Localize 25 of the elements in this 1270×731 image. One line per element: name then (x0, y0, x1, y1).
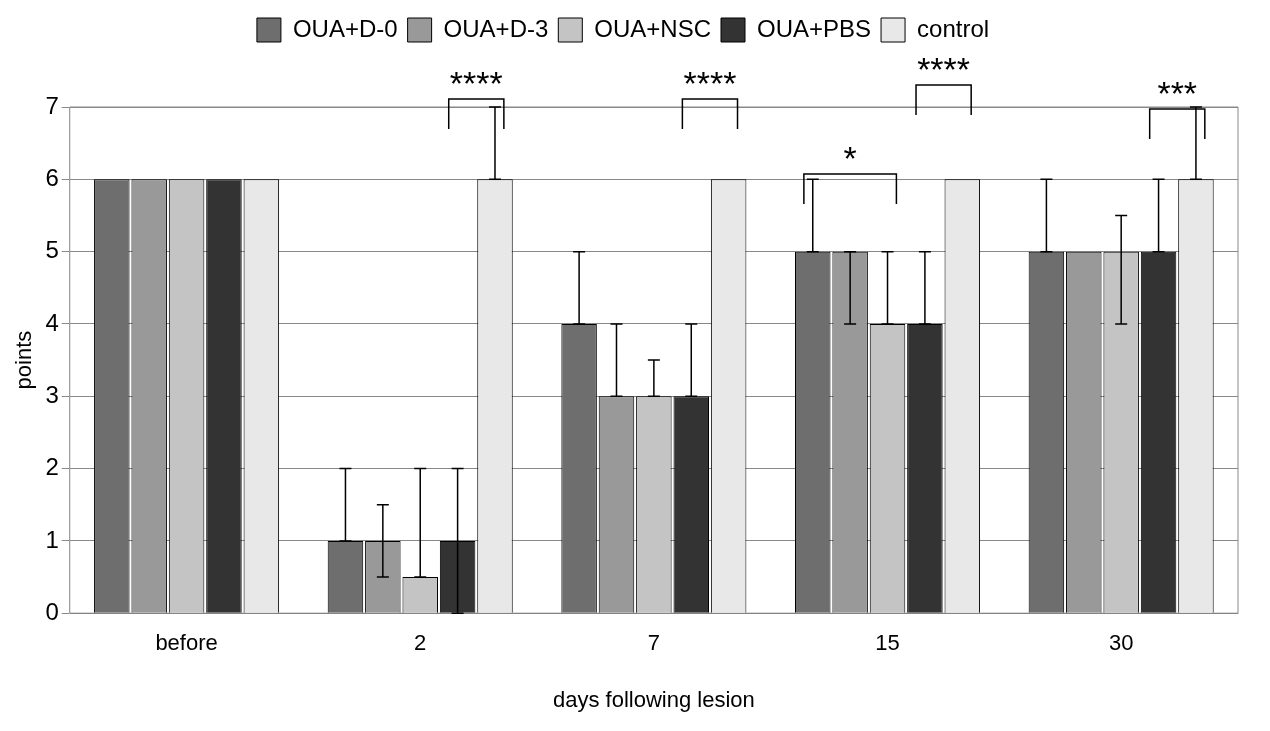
y-tick-label: 4 (45, 308, 59, 336)
text: **** (449, 64, 503, 102)
text: **** (917, 50, 971, 88)
legend-label: OUA+NSC (594, 14, 712, 42)
y-tick-label: 7 (45, 91, 59, 119)
y-tick-label: 0 (45, 597, 59, 625)
x-tick-label: before (155, 630, 218, 656)
legend-label: control (917, 14, 990, 42)
x-tick-label: 7 (647, 630, 660, 656)
y-tick-label: 2 (45, 453, 59, 481)
y-tick-label: 6 (45, 163, 59, 191)
y-tick-label: 3 (45, 380, 59, 408)
annotation: *** (1157, 74, 1198, 112)
legend-label: OUA+D-0 (292, 14, 398, 42)
x-tick-label: 30 (1108, 630, 1134, 656)
y-tick-label: 1 (45, 525, 59, 553)
legend-label: OUA+D-3 (443, 14, 549, 42)
text: **** (683, 64, 737, 102)
x-tick-label: 15 (875, 630, 900, 656)
y-tick-label: 5 (45, 236, 59, 264)
y-axis-title: points (11, 330, 37, 390)
annotation: * (843, 139, 857, 177)
x-tick-label: 2 (414, 630, 427, 656)
x-axis-title: days following lesion (552, 686, 755, 712)
legend-label: OUA+PBS (757, 14, 872, 42)
